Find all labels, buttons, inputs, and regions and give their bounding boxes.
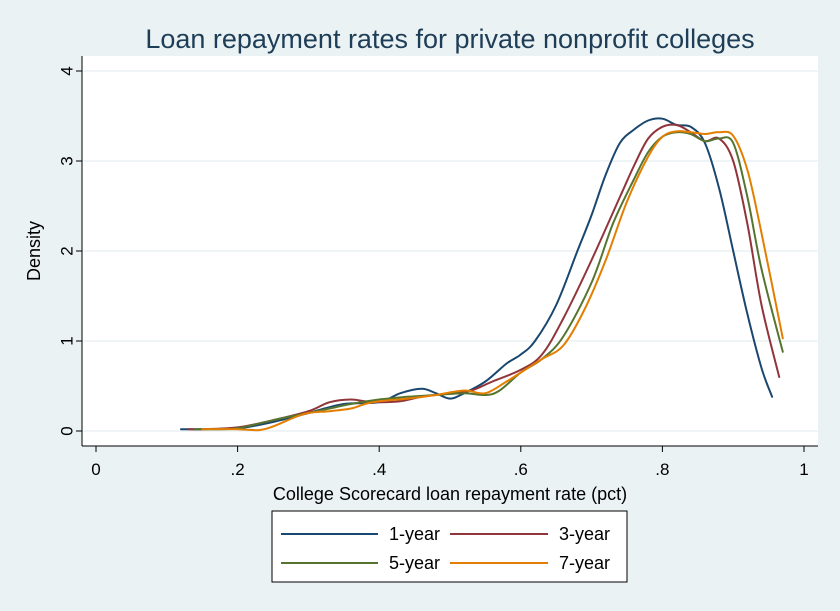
x-tick-label-3: .6 xyxy=(514,460,528,479)
y-tick-label-0: 0 xyxy=(57,426,76,435)
x-tick-label-1: .2 xyxy=(231,460,245,479)
series-line-7-year xyxy=(201,130,784,432)
y-tick-label-3: 3 xyxy=(57,156,76,165)
y-axis-title: Density xyxy=(24,221,44,281)
x-tick-label-2: .4 xyxy=(372,460,386,479)
x-tick-label-5: 1 xyxy=(799,460,808,479)
legend-label-3-year: 3-year xyxy=(559,524,610,544)
x-tick-label-4: .8 xyxy=(655,460,669,479)
legend-label-1-year: 1-year xyxy=(389,524,440,544)
legend-box xyxy=(271,510,628,583)
legend: 1-year 3-year 5-year 7-year xyxy=(271,510,628,583)
x-tick-label-0: 0 xyxy=(91,460,100,479)
y-tick-label-4: 4 xyxy=(57,66,76,75)
legend-label-5-year: 5-year xyxy=(389,553,440,573)
y-tick-label-1: 1 xyxy=(57,336,76,345)
y-tick-label-2: 2 xyxy=(57,246,76,255)
x-axis-title: College Scorecard loan repayment rate (p… xyxy=(273,484,627,504)
legend-label-7-year: 7-year xyxy=(559,553,610,573)
chart-title: Loan repayment rates for private nonprof… xyxy=(145,24,754,54)
